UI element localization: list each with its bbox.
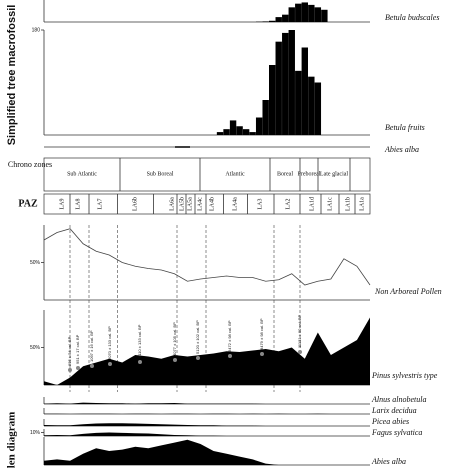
date-marker [68, 368, 72, 372]
series-label: Abies alba [371, 457, 406, 466]
y-title: Simplified tree macrofossil [6, 5, 18, 146]
paz-label: LA9 [59, 199, 65, 210]
bar [295, 70, 302, 135]
bar [229, 120, 237, 135]
bar [275, 41, 282, 135]
bar [288, 30, 295, 135]
date-label: 5120 ± 102 cal. BP [195, 320, 200, 354]
bar [262, 21, 269, 22]
bar [301, 2, 308, 22]
bar [295, 3, 302, 23]
area [44, 423, 370, 426]
paz-label: LA1a [359, 197, 365, 211]
date-label: 6472 ± 98 cal. BP [227, 320, 232, 352]
area [44, 439, 370, 465]
paz-label: LA4c [197, 197, 203, 211]
series-label: Fagus sylvatica [371, 428, 422, 437]
date-label: 1097 ± 16 cal. BP [89, 330, 94, 362]
paz-box [43, 193, 371, 215]
series-label: Non Arboreal Pollen [374, 287, 442, 296]
chrono-label: Preboreal [298, 171, 321, 177]
paz-label: LA4b [209, 197, 215, 211]
bar [262, 100, 269, 135]
y-tick-label: 50% [30, 345, 41, 351]
date-marker [228, 354, 232, 358]
date-marker [298, 350, 302, 354]
bar [275, 17, 282, 22]
y-title: len diagram [6, 412, 18, 469]
series-label: Abies alba [384, 145, 419, 154]
area [44, 402, 370, 404]
series-label: Betula fruits [385, 123, 425, 132]
y-tick-label: 180 [32, 27, 41, 33]
series-label: Larix decidua [371, 406, 417, 415]
bar [308, 4, 315, 22]
line [43, 228, 371, 286]
series-label: Betula budscales [385, 13, 439, 22]
date-marker [76, 366, 80, 370]
chrono-label: Sub Boreal [147, 171, 174, 177]
date-marker [260, 352, 264, 356]
chrono-label: Atlantic [225, 171, 245, 177]
series-label: Alnus alnobetula [371, 395, 426, 404]
date-label: 8479 ± 98 cal. BP [259, 318, 264, 350]
y-tick-label: 10% [30, 430, 41, 436]
bar [216, 132, 224, 135]
series-label: Pinus sylvestris type [371, 371, 438, 380]
bar [314, 82, 322, 135]
paz-label: LA3 [257, 199, 263, 210]
paz-label: LA5a [187, 197, 193, 211]
date-marker [138, 360, 142, 364]
bar [314, 7, 322, 22]
bar [282, 14, 289, 22]
bar [223, 129, 230, 135]
bar [269, 20, 276, 22]
date-label: 951 ± 17 cal. BP [75, 334, 80, 364]
date-label: 895 ± 54 cal. BP [67, 336, 72, 366]
bar [242, 129, 250, 135]
date-label: 11131 ± 90 cal. BP [297, 314, 302, 348]
paz-label: LA8 [75, 199, 81, 210]
chrono-title: Chrono zones [8, 160, 52, 169]
bar [236, 126, 243, 135]
paz-label: LA2 [285, 199, 291, 210]
bar [249, 132, 256, 135]
bar [288, 7, 295, 22]
y-tick-label: 50% [30, 260, 41, 266]
paz-label: LA6b [132, 197, 138, 211]
paz-label: LA6a [169, 197, 175, 211]
area [44, 432, 370, 436]
bar [301, 47, 308, 135]
bar [255, 117, 263, 135]
date-marker [90, 364, 94, 368]
bar [282, 32, 289, 135]
paz-label: LA4a [232, 197, 238, 211]
date-marker [196, 356, 200, 360]
date-marker [108, 362, 112, 366]
bar [308, 76, 315, 135]
paz-label: LA7 [97, 199, 103, 210]
chrono-label: Boreal [277, 171, 293, 177]
paz-label: LA5b [179, 197, 185, 211]
paz-label: LA1c [327, 197, 333, 211]
paz-label: LA1b [345, 197, 351, 211]
date-marker [173, 358, 177, 362]
date-label: 2070 ± 133 cal. BP [107, 326, 112, 360]
chrono-label: Late glacial [320, 171, 348, 177]
date-label: 4077 ± 105 cal. BP [172, 322, 177, 356]
paz-title: PAZ [18, 198, 38, 209]
chrono-box [43, 157, 371, 192]
chrono-label: Sub Atlantic [67, 171, 97, 177]
date-label: 3110 ± 133 cal. BP [137, 324, 142, 358]
series-label: Picea abies [371, 417, 409, 426]
paz-label: LA1d [309, 197, 315, 211]
bar [269, 65, 276, 135]
bar [321, 9, 328, 22]
area [44, 317, 370, 385]
